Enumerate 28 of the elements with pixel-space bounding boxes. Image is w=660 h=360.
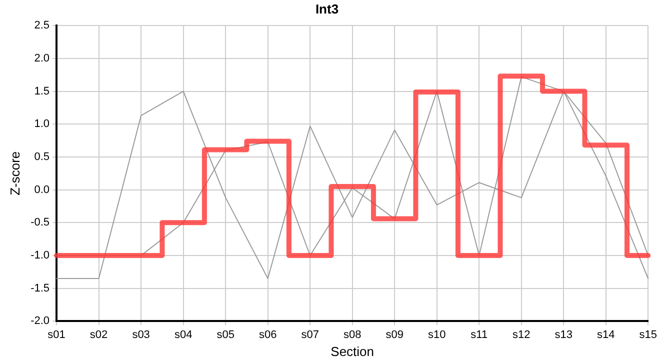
x-tick-label: s08 [343,328,362,341]
y-tick-label: 2.5 [34,20,50,32]
y-tick-label: 1.0 [34,118,50,130]
y-tick-label: 2.0 [34,52,50,64]
x-tick-label: s02 [90,328,108,341]
x-tick-label: s06 [258,328,277,341]
x-tick-label: s10 [428,328,446,341]
y-tick-label: -1.0 [30,250,50,262]
x-tick-label: s04 [174,328,192,341]
x-tick-label: s07 [301,328,319,341]
y-tick-label: 0.0 [34,184,50,196]
x-tick-label: s05 [216,328,234,341]
x-tick-label: s15 [639,328,658,341]
y-tick-label: 1.5 [34,85,50,98]
y-tick-label: -0.5 [30,216,50,229]
y-tick-label: 0.5 [34,151,50,164]
x-tick-label: s11 [470,328,488,341]
y-axis-title: Z-score [7,151,22,196]
x-tick-label: s01 [48,328,66,341]
x-tick-label: s03 [132,328,150,341]
y-tick-label: -1.5 [30,282,50,294]
x-tick-label: s12 [512,328,530,341]
x-tick-label: s09 [386,328,404,341]
x-axis-title: Section [330,344,374,359]
x-tick-label: s13 [554,328,572,341]
chart-title: Int3 [315,1,339,16]
y-tick-label: -2.0 [30,315,50,328]
x-tick-label: s14 [597,328,615,341]
